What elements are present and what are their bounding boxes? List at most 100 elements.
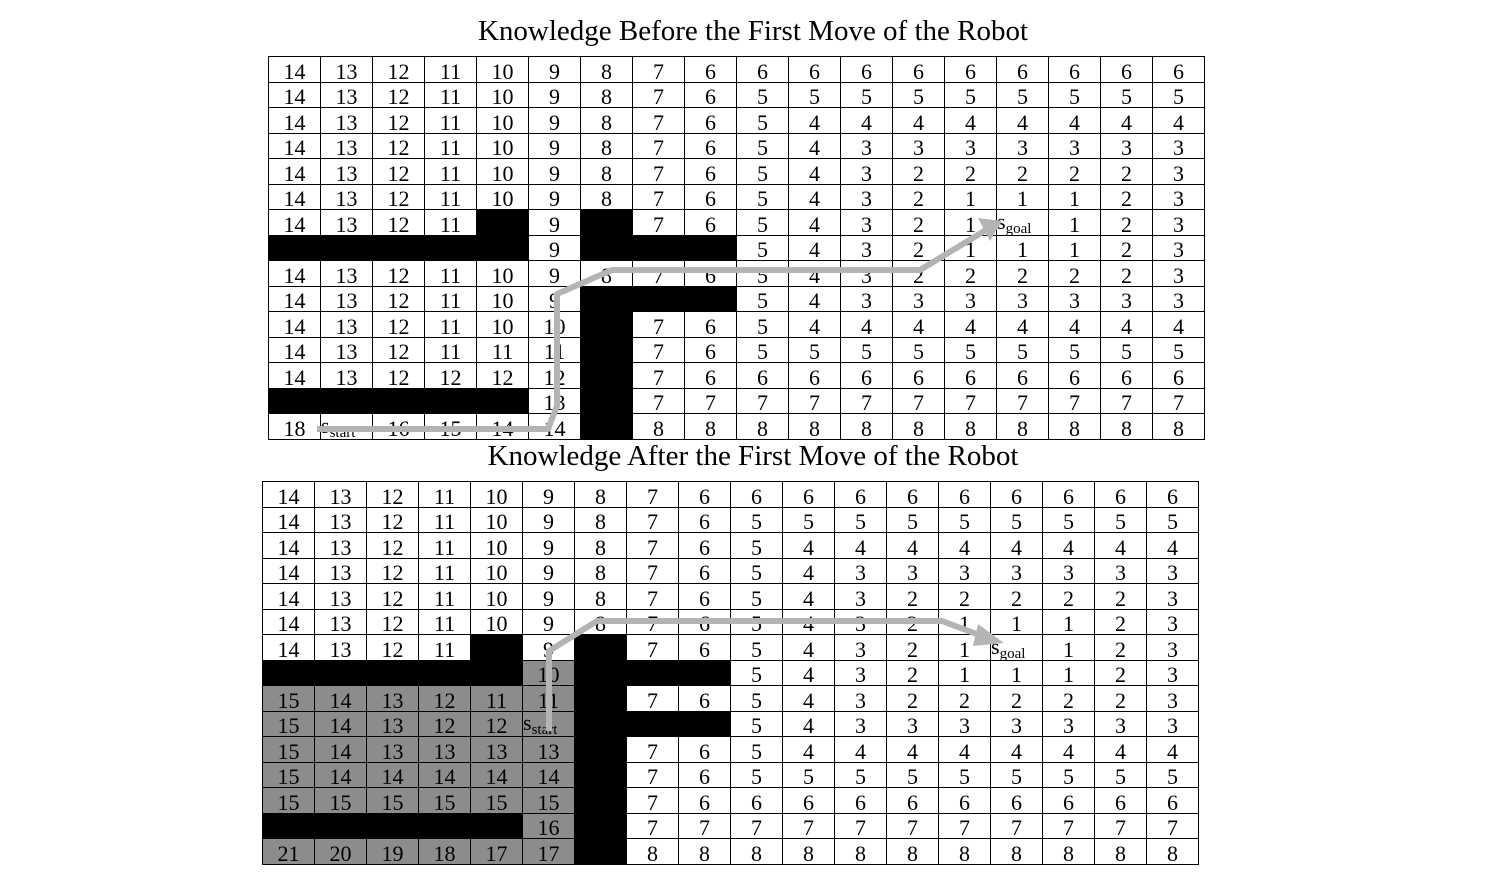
grid-cell: 5 xyxy=(996,81,1049,108)
grid-cell: 1 xyxy=(944,183,997,210)
grid-cell: 15 xyxy=(262,761,315,788)
grid-cell: 2 xyxy=(996,260,1049,287)
grid-cell: 11 xyxy=(522,685,575,712)
grid-cell: 17 xyxy=(522,838,575,865)
grid-cell: 12 xyxy=(372,209,425,236)
grid-cell: 13 xyxy=(314,481,367,508)
grid-cell: 3 xyxy=(886,710,939,737)
grid-cell: 14 xyxy=(314,761,367,788)
grid-row: 15 14 13 12 12 sstart 5 4 3 3 3 3 3 3 3 xyxy=(262,710,1199,737)
grid-cell: 8 xyxy=(574,506,627,533)
grid-cell: 3 xyxy=(892,132,945,159)
grid-cell: 12 xyxy=(372,158,425,185)
obstacle-cell xyxy=(366,812,419,839)
grid-cell: 13 xyxy=(366,685,419,712)
grid-cell: 7 xyxy=(840,387,893,414)
grid-cell: 4 xyxy=(840,311,893,338)
obstacle-cell xyxy=(470,812,523,839)
grid-cell: 4 xyxy=(1100,311,1153,338)
grid-cell: 3 xyxy=(944,285,997,312)
obstacle-cell xyxy=(470,634,523,661)
grid-cell: 3 xyxy=(1152,285,1205,312)
obstacle-cell xyxy=(632,234,685,261)
grid-cell: 11 xyxy=(418,506,471,533)
grid-cell: 3 xyxy=(1152,209,1205,236)
grid-cell: 4 xyxy=(834,532,887,559)
grid-cell: 7 xyxy=(626,583,679,610)
grid-row: 14 13 12 11 9 7 6 5 4 3 2 1 sgoal 1 2 3 xyxy=(262,634,1199,661)
grid-cell: 14 xyxy=(476,413,529,440)
grid-cell: 6 xyxy=(944,362,997,389)
grid-cell: 11 xyxy=(418,532,471,559)
grid-cell: 2 xyxy=(1048,158,1101,185)
grid-cell: 8 xyxy=(684,413,737,440)
grid-cell: 6 xyxy=(1146,787,1199,814)
grid-cell: 12 xyxy=(366,481,419,508)
grid-cell: 2 xyxy=(1100,158,1153,185)
grid-cell: 8 xyxy=(574,557,627,584)
grid-cell: 1 xyxy=(1048,234,1101,261)
grid-cell: 13 xyxy=(314,634,367,661)
grid-cell: 12 xyxy=(372,56,425,83)
grid-cell: 10 xyxy=(476,132,529,159)
grid-cell: 2 xyxy=(944,158,997,185)
grid-cell: 3 xyxy=(1094,557,1147,584)
obstacle-cell xyxy=(574,634,627,661)
grid-cell: 10 xyxy=(470,608,523,635)
grid-cell: 8 xyxy=(944,413,997,440)
grid-row: 14 13 12 11 10 9 8 7 6 5 4 3 2 2 2 2 2 3 xyxy=(268,260,1205,287)
grid-cell: 1 xyxy=(944,234,997,261)
grid-cell: 2 xyxy=(1094,634,1147,661)
grid-cell: 12 xyxy=(366,608,419,635)
grid-row: 14 13 12 11 10 9 5 4 3 3 3 3 3 3 3 xyxy=(268,285,1205,312)
grid-cell: 5 xyxy=(990,506,1043,533)
grid-cell: 3 xyxy=(938,710,991,737)
obstacle-cell xyxy=(262,659,315,686)
grid-cell: 4 xyxy=(996,311,1049,338)
grid-cell: 5 xyxy=(730,761,783,788)
grid-cell: 8 xyxy=(580,81,633,108)
grid-cell: 4 xyxy=(782,685,835,712)
grid-cell: 3 xyxy=(1152,132,1205,159)
grid-row: 14 13 12 11 10 9 8 7 6 5 4 3 2 1 1 1 2 3 xyxy=(268,183,1205,210)
obstacle-cell xyxy=(418,812,471,839)
grid-cell: 8 xyxy=(938,838,991,865)
grid-cell: 5 xyxy=(1094,506,1147,533)
grid-cell: 2 xyxy=(1042,583,1095,610)
grid-cell: 7 xyxy=(632,362,685,389)
grid-cell: 4 xyxy=(788,311,841,338)
grid-cell: 2 xyxy=(892,260,945,287)
grid-cell: 7 xyxy=(626,812,679,839)
grid-cell: 4 xyxy=(938,532,991,559)
grid-cell: 5 xyxy=(1146,761,1199,788)
grid-cell: 5 xyxy=(892,81,945,108)
grid-cell: 2 xyxy=(1094,583,1147,610)
grid-cell: 12 xyxy=(372,260,425,287)
grid-cell: 6 xyxy=(684,81,737,108)
grid-cell: 11 xyxy=(418,557,471,584)
grid-cell: 6 xyxy=(684,183,737,210)
goal-subscript: goal xyxy=(999,645,1026,660)
grid-cell: 5 xyxy=(736,183,789,210)
grid-cell: 4 xyxy=(788,158,841,185)
grid-cell: 14 xyxy=(314,736,367,763)
grid-cell: 3 xyxy=(1042,557,1095,584)
grid-cell: 9 xyxy=(522,532,575,559)
grid-cell: 6 xyxy=(684,107,737,134)
grid-cell: 3 xyxy=(1048,132,1101,159)
grid-cell: 15 xyxy=(470,787,523,814)
grid-cell: 3 xyxy=(1146,583,1199,610)
grid-cell: 9 xyxy=(522,481,575,508)
grid-cell: 2 xyxy=(886,583,939,610)
grid-cell: 7 xyxy=(632,260,685,287)
grid-cell: 2 xyxy=(886,659,939,686)
grid-cell: 4 xyxy=(990,532,1043,559)
obstacle-cell xyxy=(580,285,633,312)
grid-cell: 3 xyxy=(1152,183,1205,210)
grid-cell: 21 xyxy=(262,838,315,865)
grid-cell: 13 xyxy=(320,56,373,83)
grid-cell: 7 xyxy=(678,812,731,839)
grid-row: 14 13 12 11 10 9 8 7 6 5 5 5 5 5 5 5 5 5 xyxy=(268,81,1205,108)
grid-cell: 12 xyxy=(366,583,419,610)
